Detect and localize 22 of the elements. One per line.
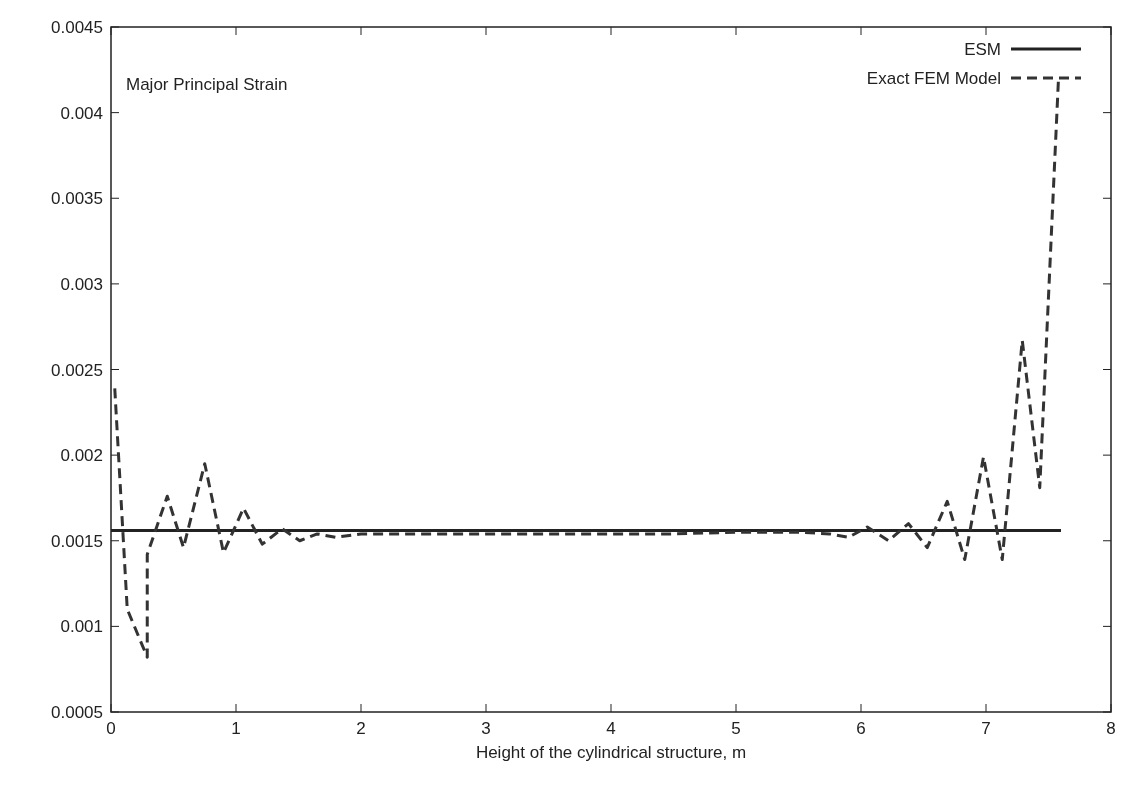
y-tick-label: 0.003 xyxy=(60,274,103,294)
y-tick-label: 0.0005 xyxy=(51,703,103,722)
text: Major Principal Strain xyxy=(126,75,288,94)
x-tick-label: 3 xyxy=(481,719,491,738)
y-tick-label: 0.0025 xyxy=(51,360,103,380)
legend-label: Exact FEM Model xyxy=(866,69,1001,88)
x-axis-title: Height of the cylindrical structure, m xyxy=(475,743,747,762)
y-tick-label: 0.002 xyxy=(60,446,103,466)
y-tick-label: 0.0015 xyxy=(51,531,103,551)
x-tick-label: 5 xyxy=(731,719,741,738)
legend-label: ESM xyxy=(964,40,1001,59)
x-tick-label: 2 xyxy=(356,719,366,738)
x-tick-label: 8 xyxy=(1106,719,1116,738)
y-tick-label: 0.0035 xyxy=(51,189,103,209)
y-tick-label: 0.0045 xyxy=(51,18,103,37)
x-tick-label: 6 xyxy=(856,719,866,738)
y-tick-label: 0.001 xyxy=(60,617,103,637)
x-tick-label: 1 xyxy=(231,719,241,738)
x-tick-label: 0 xyxy=(106,719,116,738)
y-tick-label: 0.004 xyxy=(60,103,103,123)
x-tick-label: 7 xyxy=(981,719,991,738)
x-tick-label: 4 xyxy=(606,719,616,738)
